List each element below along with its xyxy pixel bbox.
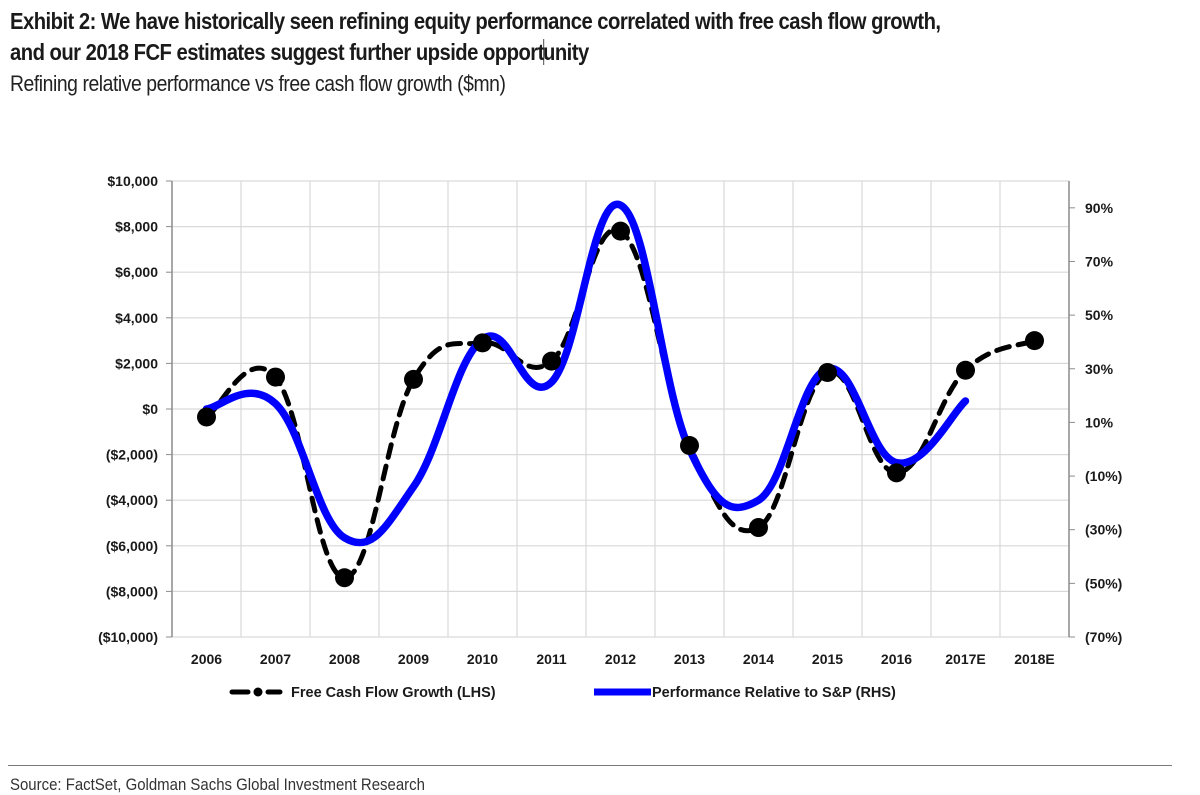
title-line-2-part-b: unity [543,39,589,65]
right-axis-tick-label: (30%) [1085,522,1122,538]
right-axis-tick-label: 10% [1085,414,1114,430]
x-axis-tick-label: 2006 [191,651,222,667]
fcf-data-point [818,363,837,383]
left-axis-tick-label: $8,000 [115,219,158,235]
legend-performance-label: Performance Relative to S&P (RHS) [652,685,896,701]
source-note: Source: FactSet, Goldman Sachs Global In… [10,775,425,794]
legend: Free Cash Flow Growth (LHS) Performance R… [229,685,896,701]
x-axis-tick-label: 2017E [945,651,985,667]
right-axis-tick-label: (50%) [1085,575,1122,591]
x-axis-tick-label: 2018E [1014,651,1054,667]
left-axis-tick-label: ($8,000) [106,583,158,599]
fcf-data-point [473,333,492,353]
right-axis-tick-label: 30% [1085,361,1114,377]
fcf-data-point [611,221,630,241]
fcf-data-point [680,435,699,455]
fcf-data-point [335,568,354,588]
title-line-2-part-a: and our 2018 FCF estimates suggest furth… [10,39,544,65]
left-axis-tick-label: ($10,000) [98,629,158,645]
x-axis-tick-label: 2011 [536,651,567,667]
text-cursor [543,39,544,65]
right-axis-tick-label: 90% [1085,200,1114,216]
left-axis-tick-label: ($6,000) [106,538,158,554]
title-line-2: and our 2018 FCF estimates suggest furth… [10,37,1040,68]
chart-subtitle: Refining relative performance vs free ca… [10,71,506,96]
fcf-data-point [404,369,423,389]
x-axis-tick-label: 2013 [674,651,705,667]
footer-divider [8,765,1172,766]
x-axis-tick-label: 2008 [329,651,360,667]
left-axis-tick-label: $10,000 [107,173,158,189]
x-axis-tick-label: 2010 [467,651,498,667]
right-axis-tick-label: 50% [1085,307,1114,323]
title-line-1: Exhibit 2: We have historically seen ref… [10,8,941,34]
left-axis-tick-label: $0 [142,401,158,417]
x-axis-tick-label: 2014 [743,651,774,667]
x-axis-tick-label: 2016 [881,651,912,667]
fcf-data-point [197,407,216,427]
left-axis-tick-label: ($2,000) [106,447,158,463]
left-axis-tick-label: $2,000 [115,355,158,371]
x-axis-tick-label: 2009 [398,651,429,667]
left-axis-tick-label: ($4,000) [106,492,158,508]
fcf-data-point [749,518,768,538]
tick-labels: $10,000 $8,000 $6,000 $4,000 $2,000 $0 ($2,000… [98,173,1122,667]
fcf-data-point [266,367,285,387]
fcf-data-point [542,351,561,371]
fcf-data-point [887,463,906,483]
axes [166,180,1075,638]
right-axis-tick-label: (10%) [1085,468,1122,484]
legend-fcf-label: Free Cash Flow Growth (LHS) [291,685,496,701]
x-axis-tick-label: 2015 [812,651,843,667]
gridlines [172,180,1069,638]
x-axis-tick-label: 2012 [605,651,636,667]
fcf-data-point [956,360,975,380]
left-axis-tick-label: $4,000 [115,310,158,326]
right-axis-tick-label: 70% [1085,253,1114,269]
x-axis-tick-label: 2007 [260,651,291,667]
series [197,200,1044,588]
left-axis-tick-label: $6,000 [115,264,158,280]
exhibit-title: Exhibit 2: We have historically seen ref… [10,6,1040,68]
legend-fcf-marker [253,687,263,697]
fcf-data-point [1025,331,1044,351]
right-axis-tick-label: (70%) [1085,629,1122,645]
